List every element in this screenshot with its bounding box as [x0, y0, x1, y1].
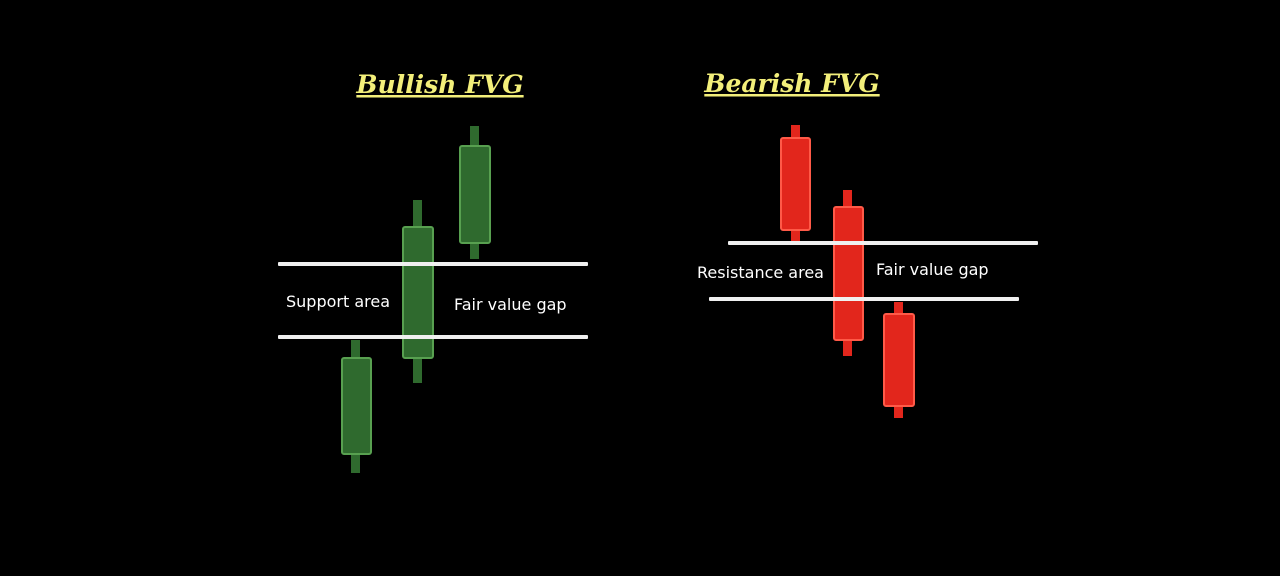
bearish-panel: Bearish FVG Resistance area Fair value g… [697, 69, 1038, 418]
bearish-candle-2 [833, 190, 864, 356]
resistance-area-label: Resistance area [697, 263, 824, 282]
bullish-candle-2-body [402, 226, 434, 359]
bullish-fair-value-gap-label: Fair value gap [454, 295, 567, 314]
bearish-title: Bearish FVG [703, 69, 879, 98]
bullish-upper-line [278, 262, 588, 266]
bullish-panel: Bullish FVG Support area Fair value gap [278, 70, 588, 473]
bearish-fair-value-gap-label: Fair value gap [876, 260, 989, 279]
bullish-title: Bullish FVG [355, 70, 523, 99]
bullish-lower-line [278, 335, 588, 339]
bullish-candle-1 [341, 340, 372, 473]
bullish-candle-3 [459, 126, 491, 259]
bullish-candle-2 [402, 200, 434, 383]
support-area-label: Support area [286, 292, 390, 311]
bullish-candle-3-body [459, 145, 491, 244]
bullish-candle-1-body [341, 357, 372, 455]
bearish-lower-line [709, 297, 1019, 301]
bearish-candle-1 [780, 125, 811, 241]
bearish-candle-2-body [833, 206, 864, 341]
bearish-candle-3 [883, 302, 915, 418]
bearish-upper-line [728, 241, 1038, 245]
bearish-candle-1-body [780, 137, 811, 231]
bearish-candle-3-body [883, 313, 915, 407]
